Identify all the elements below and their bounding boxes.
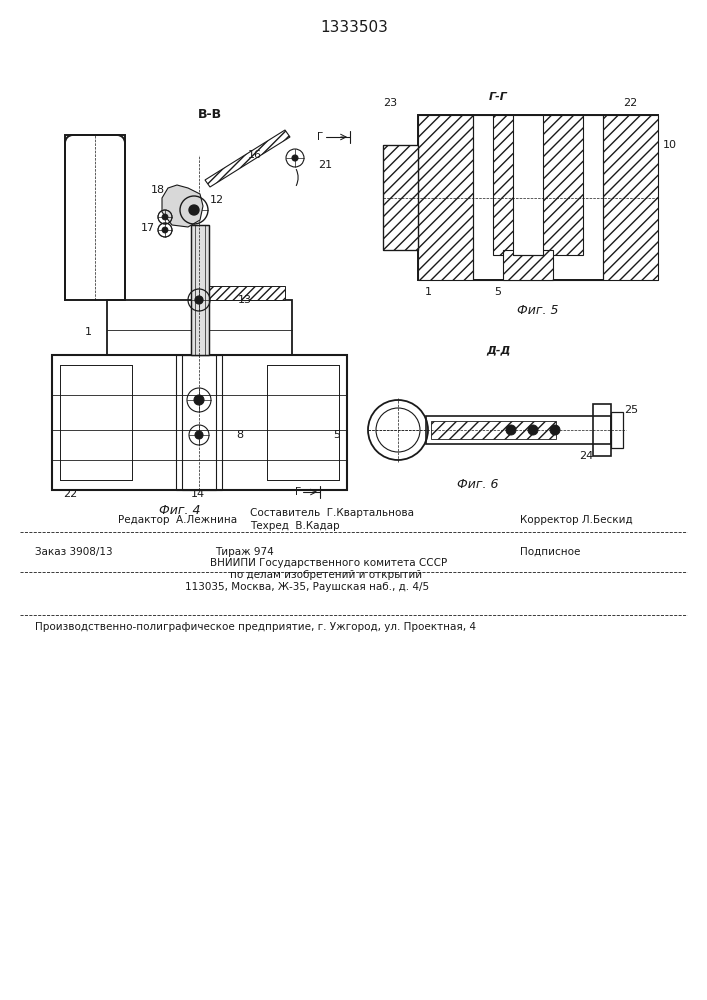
Text: 16: 16 [248, 150, 262, 160]
Bar [195, 286, 285, 300]
Text: 17: 17 [141, 223, 155, 233]
Text: Тираж 974: Тираж 974 [215, 547, 274, 557]
Text: 1: 1 [424, 287, 431, 297]
Text: 5: 5 [334, 430, 341, 440]
Bar [107, 300, 292, 355]
Polygon shape [205, 130, 290, 187]
Bar [603, 115, 658, 280]
Text: 12: 12 [210, 195, 224, 205]
Text: В-В: В-В [198, 108, 222, 121]
Text: Фиг. 5: Фиг. 5 [518, 304, 559, 316]
Text: 10: 10 [663, 140, 677, 150]
Bar [182, 355, 216, 490]
Bar [418, 115, 473, 280]
Circle shape [506, 425, 516, 435]
Bar [195, 225, 205, 355]
Text: 18: 18 [151, 185, 165, 195]
Circle shape [195, 431, 203, 439]
Text: Г: Г [317, 132, 323, 142]
Bar [176, 355, 222, 490]
Circle shape [194, 395, 204, 405]
Text: 8: 8 [236, 430, 244, 440]
Text: ВНИИПИ Государственного комитета СССР: ВНИИПИ Государственного комитета СССР [210, 558, 448, 568]
Text: 25: 25 [624, 405, 638, 415]
Text: 113035, Москва, Ж-35, Раушская наб., д. 4/5: 113035, Москва, Ж-35, Раушская наб., д. … [185, 582, 429, 592]
Text: Редактор  А.Лежнина: Редактор А.Лежнина [118, 515, 237, 525]
Bar [503, 250, 553, 280]
Bar [426, 416, 611, 444]
Text: Заказ 3908/13: Заказ 3908/13 [35, 547, 112, 557]
Bar [431, 421, 556, 439]
Text: 1333503: 1333503 [320, 20, 388, 35]
Text: Г-Г: Г-Г [489, 92, 508, 102]
Text: 13: 13 [238, 295, 252, 305]
Bar [191, 225, 209, 355]
Bar [611, 412, 623, 448]
Bar [52, 355, 347, 490]
Text: 24: 24 [579, 451, 593, 461]
Polygon shape [162, 185, 203, 227]
Text: Фиг. 4: Фиг. 4 [159, 504, 201, 516]
Text: 1: 1 [85, 327, 91, 337]
Bar [473, 115, 603, 280]
Text: по делам изобретений и открытий: по делам изобретений и открытий [230, 570, 422, 580]
Text: Составитель  Г.Квартальнова: Составитель Г.Квартальнова [250, 508, 414, 518]
Bar [593, 404, 611, 456]
Text: Техред  В.Кадар: Техред В.Кадар [250, 521, 339, 531]
Bar [493, 115, 583, 255]
Circle shape [292, 155, 298, 161]
Bar [513, 115, 543, 255]
Bar [383, 145, 418, 250]
Text: 22: 22 [63, 489, 77, 499]
Text: Фиг. 6: Фиг. 6 [457, 479, 498, 491]
Circle shape [162, 227, 168, 233]
Circle shape [550, 425, 560, 435]
Bar [418, 115, 658, 280]
Bar [65, 135, 125, 300]
Circle shape [162, 214, 168, 220]
Circle shape [189, 205, 199, 215]
Text: 23: 23 [383, 98, 397, 108]
Text: 21: 21 [318, 160, 332, 170]
Text: 5: 5 [494, 287, 501, 297]
Circle shape [195, 296, 203, 304]
Bar [191, 225, 209, 355]
Bar [383, 145, 418, 250]
Text: Подписное: Подписное [520, 547, 580, 557]
Text: Производственно-полиграфическое предприятие, г. Ужгород, ул. Проектная, 4: Производственно-полиграфическое предприя… [35, 622, 476, 632]
Text: 14: 14 [191, 489, 205, 499]
Text: Г: Г [295, 487, 301, 497]
Text: Д-Д: Д-Д [486, 345, 510, 355]
Text: 22: 22 [623, 98, 637, 108]
Text: Корректор Л.Бескид: Корректор Л.Бескид [520, 515, 633, 525]
Circle shape [528, 425, 538, 435]
